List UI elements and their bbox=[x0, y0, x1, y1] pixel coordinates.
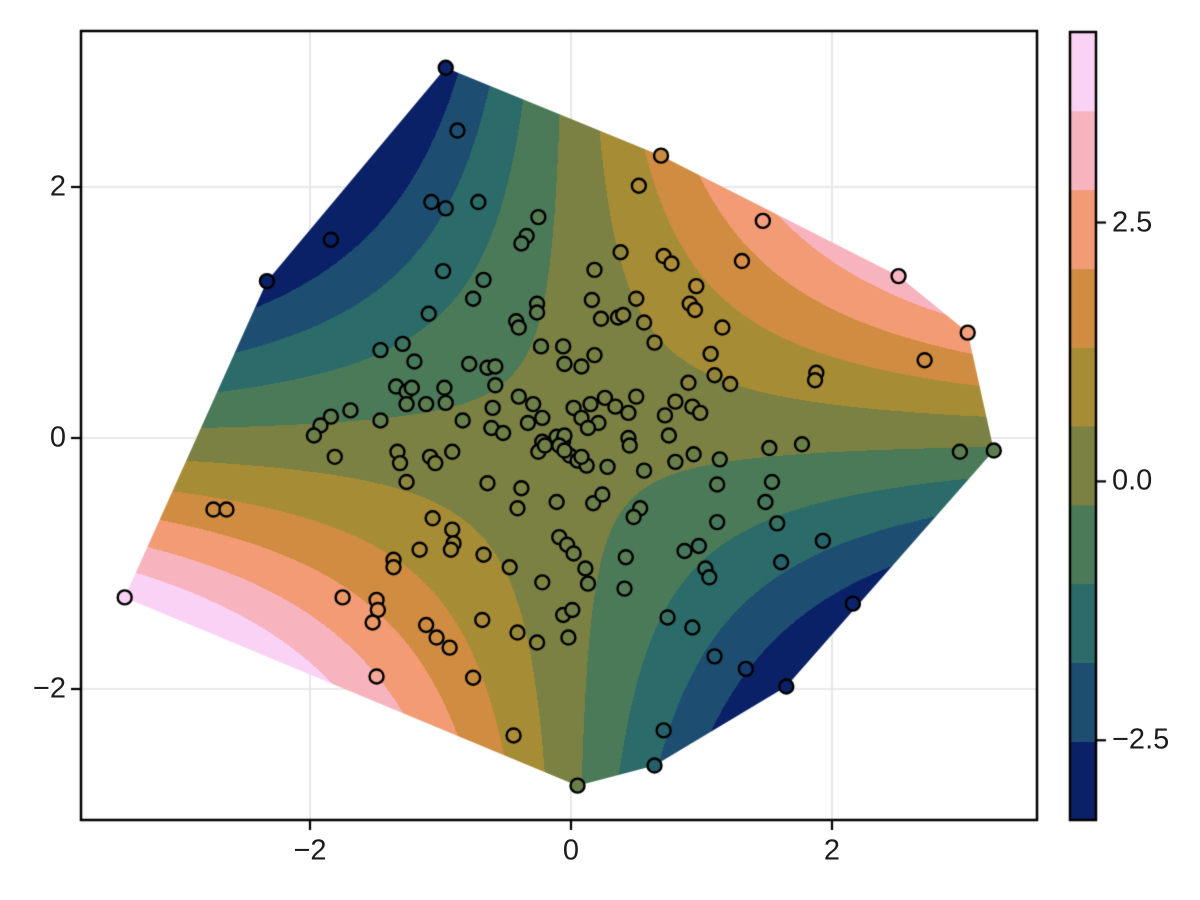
tricontour-scatter-plot-canvas bbox=[0, 0, 1200, 900]
figure: −2 0 2 −2 0 2 2.5 0.0 −2.5 bbox=[0, 0, 1200, 900]
